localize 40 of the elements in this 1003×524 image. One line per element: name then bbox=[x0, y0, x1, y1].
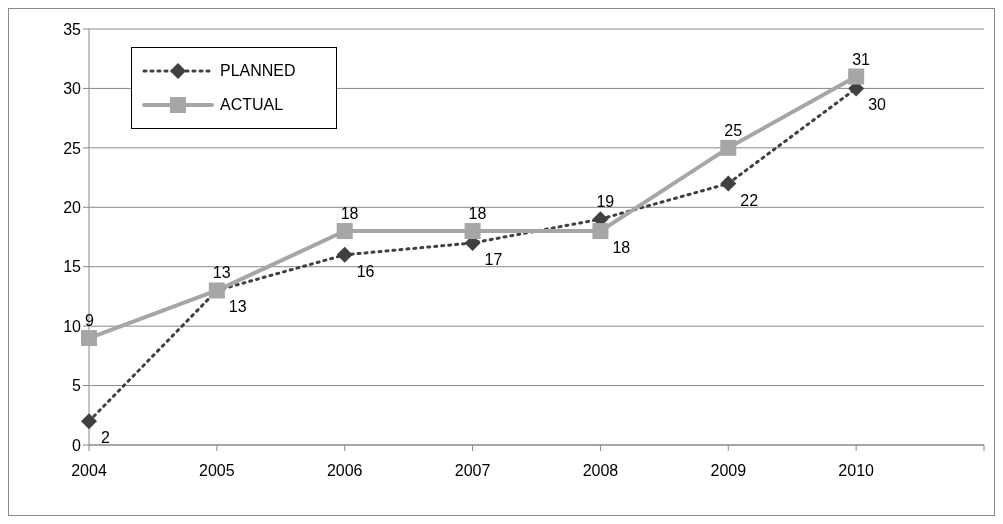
y-tick-label: 10 bbox=[63, 317, 82, 335]
data-label: 18 bbox=[612, 239, 631, 257]
data-label: 2 bbox=[101, 429, 110, 447]
data-label: 13 bbox=[212, 264, 231, 282]
data-label: 19 bbox=[596, 193, 615, 211]
data-label: 13 bbox=[228, 298, 247, 316]
data-label: 25 bbox=[724, 121, 743, 139]
y-tick-label: 30 bbox=[63, 80, 82, 98]
x-tick-label: 2005 bbox=[199, 462, 235, 480]
point bbox=[336, 223, 353, 240]
point bbox=[81, 330, 97, 347]
x-tick-label: 2004 bbox=[71, 462, 107, 480]
data-label: 16 bbox=[356, 262, 375, 280]
point bbox=[336, 246, 353, 263]
y-tick-label: 20 bbox=[63, 198, 82, 216]
x-tick-label: 2008 bbox=[582, 462, 619, 480]
data-label: 9 bbox=[85, 312, 94, 330]
x-tick-label: 2006 bbox=[326, 462, 363, 480]
data-label: 17 bbox=[484, 250, 503, 268]
point bbox=[464, 223, 481, 240]
x-tick-label: 2007 bbox=[454, 462, 491, 480]
y-tick-label: 25 bbox=[63, 139, 82, 157]
y-tick-label: 0 bbox=[72, 436, 82, 454]
point bbox=[720, 139, 737, 156]
point bbox=[720, 175, 737, 192]
point bbox=[81, 413, 97, 430]
y-tick-label: 15 bbox=[63, 258, 82, 276]
legend-label: ACTUAL bbox=[220, 96, 284, 114]
y-tick-label: 35 bbox=[63, 20, 82, 38]
y-tick-label: 5 bbox=[72, 377, 82, 395]
data-label: 30 bbox=[868, 96, 887, 114]
data-label: 31 bbox=[852, 50, 871, 68]
x-tick-label: 2009 bbox=[710, 462, 747, 480]
data-label: 18 bbox=[468, 205, 487, 223]
legend-label: PLANNED bbox=[220, 62, 296, 80]
x-tick-label: 2010 bbox=[838, 462, 875, 480]
point bbox=[592, 223, 609, 240]
point bbox=[848, 68, 865, 85]
data-label: 18 bbox=[340, 205, 359, 223]
data-label: 22 bbox=[740, 191, 759, 209]
